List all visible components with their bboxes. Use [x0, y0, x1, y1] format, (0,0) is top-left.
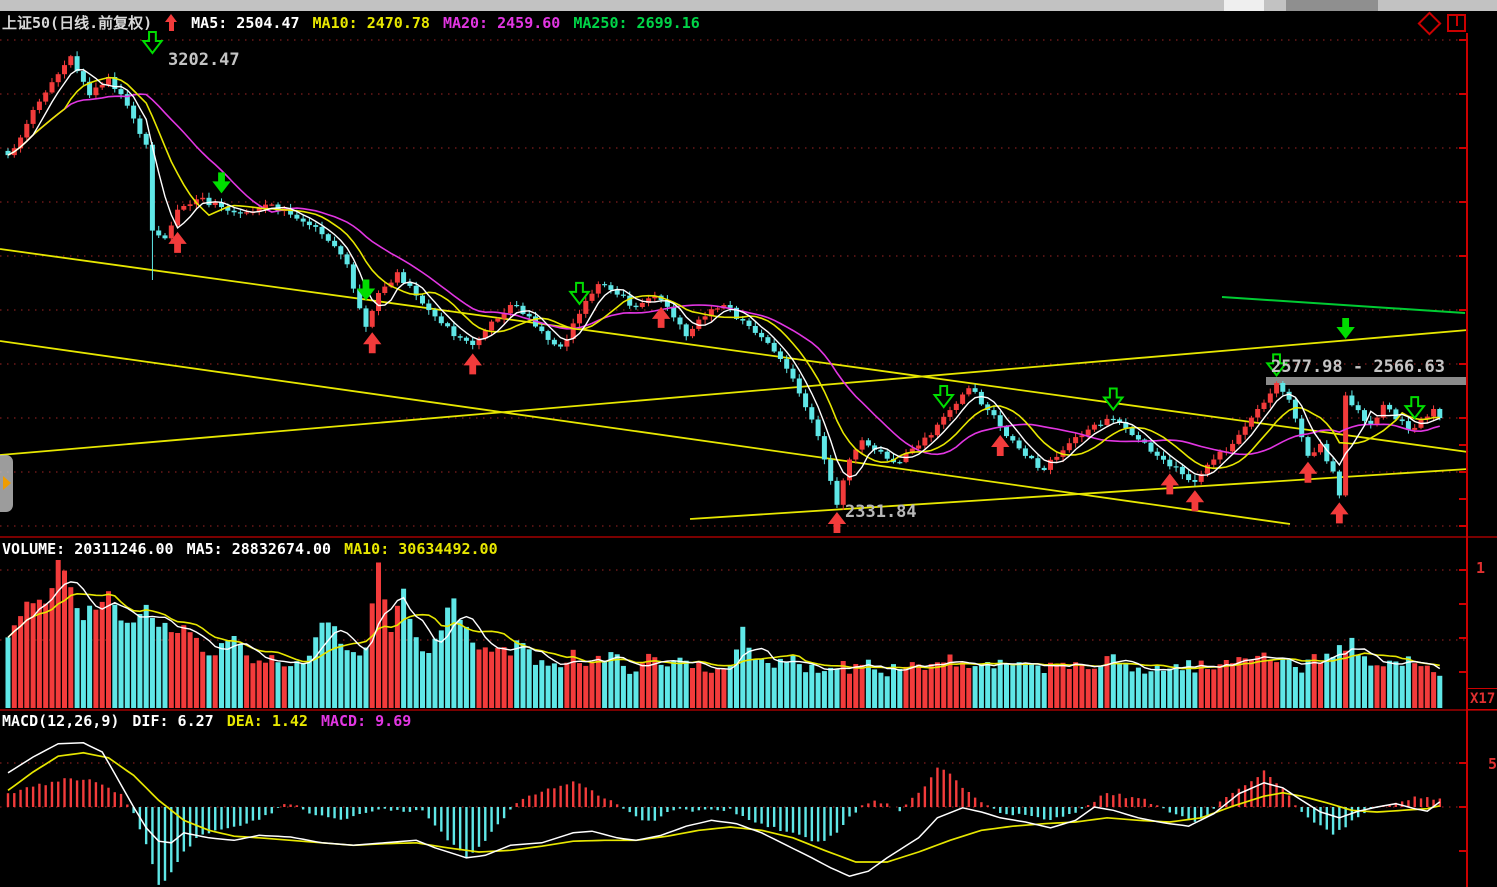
up-arrow-icon: [165, 14, 178, 31]
right-axis: [1459, 33, 1468, 887]
macd-histogram: [6, 767, 1442, 885]
toolbar-segment-dark: [1286, 0, 1378, 11]
macd-axis-label: 5: [1488, 755, 1497, 773]
pane-dividers: [0, 536, 1497, 711]
volume-ma-lines: [7, 581, 1441, 672]
volume-scale-badge: X17: [1466, 688, 1497, 710]
grid-macd: [0, 762, 1467, 808]
peak-price-annotation: 3202.47: [168, 50, 240, 70]
zone-band: [1266, 377, 1468, 385]
ma250-line: [1221, 296, 1466, 314]
volume-axis-label: 1: [1476, 559, 1486, 577]
macd-pane-header: MACD(12,26,9) DIF: 6.27 DEA: 1.42 MACD: …: [2, 712, 411, 730]
grid-volume: [0, 569, 1467, 641]
macd-value: MACD: 9.69: [320, 712, 412, 730]
ma250-value: MA250: 2699.16: [573, 13, 700, 32]
volume-ma5-value: MA5: 28832674.00: [186, 540, 332, 558]
symbol-title: 上证50(日线.前复权): [2, 14, 153, 32]
toolbar-bottom-strip: [0, 0, 1497, 11]
low-price-annotation: 2331.84: [845, 502, 917, 522]
macd-lines: [7, 742, 1441, 877]
ma10-value: MA10: 2470.78: [312, 13, 430, 32]
volume-ma10-value: MA10: 30634492.00: [344, 540, 498, 558]
toolbar-segment-light: [1224, 0, 1264, 11]
ma-lines: [7, 68, 1441, 478]
signal-arrows: [141, 31, 1426, 533]
volume-pane-header: VOLUME: 20311246.00 MA5: 28832674.00 MA1…: [2, 540, 498, 558]
volume-value: VOLUME: 20311246.00: [2, 540, 174, 558]
dea-value: DEA: 1.42: [226, 712, 308, 730]
volume-bars: [5, 560, 1443, 708]
resistance-zone-annotation: 2577.98 - 2566.63: [1271, 357, 1445, 377]
window-box-icon[interactable]: [1447, 14, 1466, 32]
price-gridlines: [0, 39, 1467, 527]
dif-value: DIF: 6.27: [132, 712, 214, 730]
macd-formula: MACD(12,26,9): [2, 712, 120, 730]
left-panel-expander-tab[interactable]: [0, 455, 13, 512]
main-chart-header: 上证50(日线.前复权) MA5: 2504.47 MA10: 2470.78 …: [2, 12, 700, 33]
ma20-value: MA20: 2459.60: [442, 13, 561, 32]
candles: [5, 51, 1443, 510]
expand-triangle-icon: [3, 476, 11, 490]
volume-scale-text: X17: [1470, 691, 1496, 707]
ma5-value: MA5: 2504.47: [191, 13, 300, 32]
trendlines[interactable]: [0, 248, 1469, 525]
